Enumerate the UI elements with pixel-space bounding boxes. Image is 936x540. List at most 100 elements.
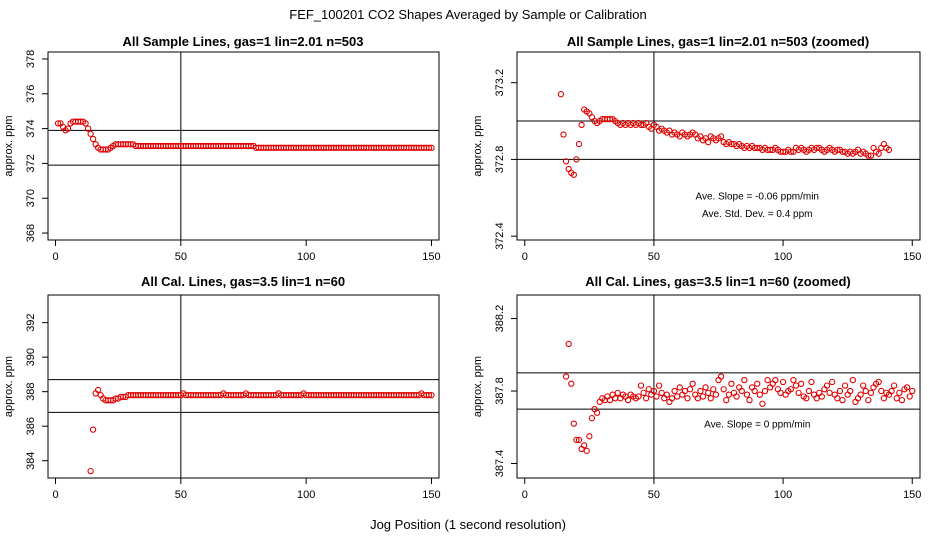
x-tick-label: 50 xyxy=(648,251,660,263)
data-point xyxy=(816,389,823,396)
data-point xyxy=(893,395,900,402)
data-point xyxy=(581,442,588,449)
data-point xyxy=(578,445,585,453)
data-point xyxy=(692,391,699,398)
data-point xyxy=(720,386,727,393)
annotation-text: Ave. Slope = 0 ppm/min xyxy=(704,419,810,430)
data-point xyxy=(779,378,787,386)
data-point xyxy=(666,398,673,406)
data-point xyxy=(728,380,735,387)
x-tick-label: 50 xyxy=(175,251,187,263)
data-point xyxy=(854,395,862,402)
panel-cal-lines-zoomed: All Cal. Lines, gas=3.5 lin=1 n=60 (zoom… xyxy=(472,274,921,501)
data-point xyxy=(717,373,725,380)
y-tick-label: 388 xyxy=(25,382,37,400)
data-point xyxy=(679,391,686,398)
data-point xyxy=(668,395,676,402)
data-point xyxy=(676,384,683,391)
data-point xyxy=(94,386,102,394)
data-point xyxy=(767,146,774,153)
data-point xyxy=(575,436,583,444)
data-point xyxy=(751,387,758,395)
data-point xyxy=(712,391,720,398)
data-point xyxy=(826,389,833,396)
data-point xyxy=(635,393,642,400)
y-tick-label: 372.4 xyxy=(494,222,506,250)
data-point xyxy=(560,131,567,138)
data-point xyxy=(702,384,709,391)
data-point xyxy=(787,386,794,393)
data-point xyxy=(653,393,660,400)
data-point xyxy=(82,120,89,127)
data-point xyxy=(756,391,763,398)
data-point xyxy=(774,386,782,393)
data-point xyxy=(64,125,72,132)
data-point xyxy=(772,377,779,384)
data-point xyxy=(606,115,614,123)
data-point xyxy=(841,382,849,389)
x-tick-label: 0 xyxy=(522,251,528,263)
data-point xyxy=(795,389,802,396)
y-tick-label: 387.4 xyxy=(494,450,506,478)
data-point xyxy=(746,396,753,404)
data-point xyxy=(643,395,650,402)
data-point xyxy=(849,377,856,384)
data-point xyxy=(839,148,846,155)
data-point xyxy=(743,391,751,398)
data-point xyxy=(645,386,652,393)
data-point xyxy=(604,393,611,400)
data-point xyxy=(583,447,590,454)
data-point xyxy=(707,395,714,402)
y-tick-label: 388.2 xyxy=(494,305,506,333)
data-point xyxy=(570,420,577,427)
data-point xyxy=(885,146,893,153)
data-point xyxy=(717,133,725,140)
data-point xyxy=(909,387,916,395)
data-point xyxy=(754,144,761,152)
x-tick-label: 100 xyxy=(297,489,315,501)
data-point xyxy=(699,393,707,400)
data-point xyxy=(617,395,624,402)
y-tick-label: 390 xyxy=(25,348,37,366)
data-point xyxy=(606,396,614,404)
data-point xyxy=(586,433,593,440)
data-point xyxy=(798,380,805,387)
data-point xyxy=(857,391,864,398)
y-tick-label: 386 xyxy=(25,417,37,435)
x-tick-label: 0 xyxy=(52,251,58,263)
data-point xyxy=(754,380,761,387)
data-point xyxy=(779,148,787,155)
data-point xyxy=(862,387,869,395)
y-tick-label: 372 xyxy=(25,154,37,172)
data-point xyxy=(593,409,601,416)
data-point xyxy=(425,391,433,399)
data-point xyxy=(759,400,766,407)
data-point xyxy=(425,144,433,151)
data-point xyxy=(847,387,854,395)
data-point xyxy=(705,389,712,396)
y-tick-label: 378 xyxy=(25,50,37,68)
data-point xyxy=(562,373,570,380)
plot-frame xyxy=(516,294,921,479)
data-point xyxy=(736,384,743,391)
annotation-text: Ave. Slope = -0.06 ppm/min xyxy=(696,192,820,203)
data-point xyxy=(640,389,647,396)
data-point xyxy=(681,387,689,395)
data-point xyxy=(588,415,596,422)
data-point xyxy=(829,378,836,386)
data-point xyxy=(637,121,645,129)
data-point xyxy=(867,389,875,396)
x-tick-label: 100 xyxy=(774,489,792,501)
data-point xyxy=(875,378,882,386)
data-point xyxy=(87,467,94,475)
data-point xyxy=(761,387,769,395)
x-tick-label: 50 xyxy=(648,489,660,501)
data-point xyxy=(878,387,885,395)
data-point xyxy=(813,395,820,402)
data-point xyxy=(684,395,691,402)
data-point xyxy=(84,125,92,132)
annotation-text: Ave. Std. Dev. = 0.4 ppm xyxy=(702,209,813,220)
data-point xyxy=(723,396,730,404)
data-point xyxy=(748,384,756,391)
data-point xyxy=(562,158,570,165)
